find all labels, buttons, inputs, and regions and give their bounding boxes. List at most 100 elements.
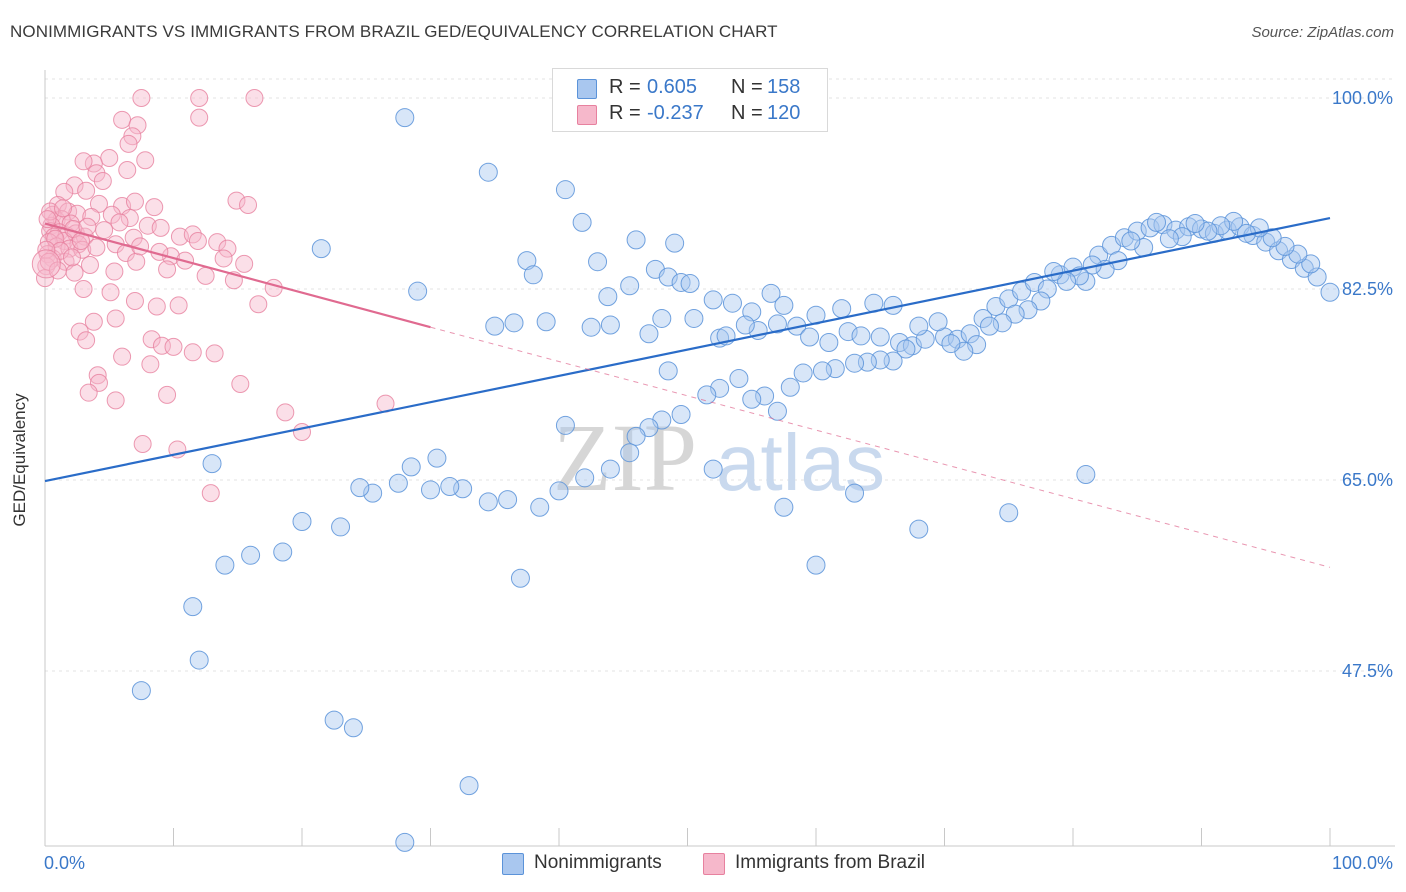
y-tick-label: 100.0%: [1332, 88, 1393, 108]
immigrants-point: [84, 312, 103, 331]
immigrants-point: [239, 195, 258, 214]
immigrants-point: [65, 263, 84, 282]
nonimmigrants-point: [504, 313, 524, 333]
immigrants-series-points: [31, 89, 395, 503]
immigrants-point: [231, 374, 250, 393]
immigrants-point: [62, 248, 81, 267]
nonimmigrants-point: [620, 276, 640, 296]
nonimmigrants-point: [600, 315, 620, 335]
immigrants-trend-line: [44, 222, 431, 329]
nonimmigrants-point: [812, 361, 832, 381]
nonimmigrants-point: [588, 252, 608, 272]
nonimmigrants-point: [324, 710, 344, 730]
legend-n-label: N =: [731, 76, 763, 98]
nonimmigrants-point: [408, 281, 428, 301]
nonimmigrants-point: [722, 293, 742, 313]
nonimmigrants-point: [999, 503, 1019, 523]
nonimmigrants-point: [896, 339, 916, 359]
nonimmigrants-point: [555, 415, 575, 435]
watermark-zip: ZIP: [553, 404, 697, 511]
nonimmigrants-point: [658, 361, 678, 381]
nonimmigrants-point: [870, 327, 890, 347]
nonimmigrants-point: [1185, 214, 1205, 234]
immigrants-point: [152, 336, 171, 355]
nonimmigrants-point: [832, 299, 852, 319]
immigrants-point: [293, 422, 311, 441]
nonimmigrants-point: [941, 334, 961, 354]
x-tick-label: 0.0%: [44, 853, 85, 873]
bottom-legend-label: Immigrants from Brazil: [735, 852, 926, 873]
immigrants-point: [110, 213, 129, 232]
nonimmigrants-point: [851, 326, 871, 346]
immigrants-point: [169, 296, 188, 315]
immigrants-point: [190, 108, 209, 127]
immigrants-point: [188, 231, 207, 250]
nonimmigrants-point: [1089, 245, 1109, 265]
immigrants-point: [93, 171, 112, 190]
nonimmigrants-point: [703, 290, 723, 310]
nonimmigrants-point: [1301, 254, 1321, 274]
source-label: Source: ZipAtlas.com: [1251, 24, 1394, 41]
immigrants-point: [101, 283, 120, 302]
immigrants-point: [141, 355, 160, 374]
immigrants-point: [120, 209, 139, 228]
nonimmigrants-point: [1121, 231, 1141, 251]
nonimmigrants-point: [1127, 221, 1147, 241]
immigrants-point: [132, 89, 151, 107]
immigrants-point: [196, 266, 215, 285]
immigrants-point: [133, 434, 152, 453]
nonimmigrants-point: [658, 267, 678, 287]
correlation-legend: R = 0.605 N = 158 R = -0.237 N = 120: [552, 68, 828, 132]
nonimmigrants-point: [517, 251, 537, 271]
nonimmigrants-point: [755, 386, 775, 406]
nonimmigrants-point: [767, 314, 787, 334]
immigrants-point: [95, 221, 114, 240]
immigrants-point: [201, 484, 220, 503]
nonimmigrants-point: [928, 312, 948, 332]
immigrants-point: [147, 297, 166, 316]
immigrants-point: [208, 233, 227, 252]
bottom-legend-label: Nonimmigrants: [534, 852, 662, 873]
bottom-legend-swatch-blue: [502, 853, 524, 875]
nonimmigrants-point: [1224, 211, 1244, 231]
y-tick-label: 47.5%: [1342, 661, 1393, 681]
immigrants-point: [77, 331, 96, 350]
immigrants-point: [190, 89, 209, 107]
immigrants-point: [102, 205, 121, 224]
nonimmigrants-point: [626, 230, 646, 250]
nonimmigrants-point: [421, 480, 440, 500]
nonimmigrants-point: [363, 483, 383, 503]
immigrants-point: [276, 403, 295, 422]
nonimmigrants-point: [510, 568, 530, 588]
nonimmigrants-point: [703, 459, 723, 479]
nonimmigrants-point: [767, 401, 787, 421]
immigrants-point: [106, 309, 125, 328]
nonimmigrants-point: [697, 385, 717, 405]
y-tick-label: 82.5%: [1342, 279, 1393, 299]
nonimmigrants-point: [485, 316, 505, 336]
nonimmigrants-point: [992, 313, 1012, 333]
immigrants-point: [74, 280, 93, 298]
immigrants-point: [53, 199, 72, 218]
nonimmigrants-point: [800, 327, 820, 347]
nonimmigrants-point: [652, 308, 672, 328]
immigrants-point: [80, 255, 99, 274]
nonimmigrants-point: [427, 448, 447, 468]
nonimmigrants-point: [819, 332, 839, 352]
nonimmigrants-point: [774, 497, 794, 517]
nonimmigrants-point: [742, 389, 762, 409]
nonimmigrants-point: [1018, 300, 1038, 320]
nonimmigrants-point: [1037, 279, 1057, 299]
immigrants-point: [218, 239, 237, 258]
immigrants-point: [88, 366, 107, 385]
legend-r-label: R =: [609, 102, 641, 124]
watermark: ZIP atlas: [553, 404, 885, 511]
immigrants-point: [142, 330, 161, 349]
nonimmigrants-point: [684, 308, 704, 328]
immigrants-point: [158, 385, 177, 404]
immigrants-point: [145, 198, 164, 217]
nonimmigrants-point: [1211, 216, 1231, 236]
nonimmigrants-point: [350, 478, 370, 498]
immigrants-point: [136, 151, 155, 170]
nonimmigrants-point: [189, 650, 209, 670]
